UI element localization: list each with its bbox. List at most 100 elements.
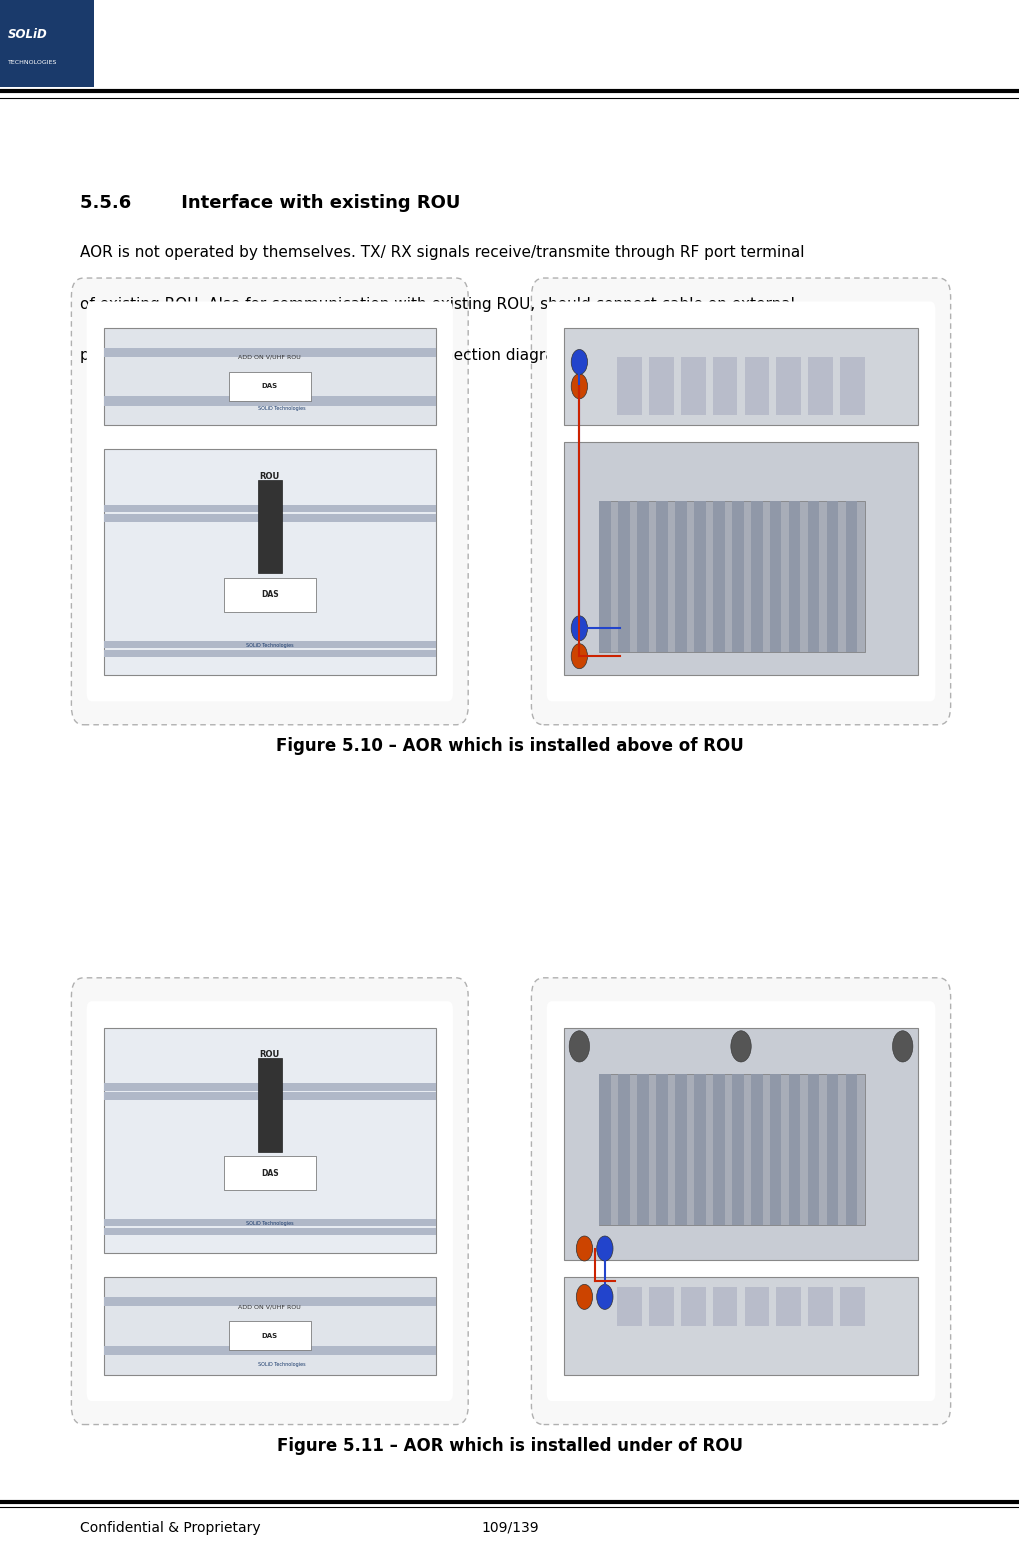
Circle shape [571, 644, 587, 669]
Bar [104, 1028, 435, 1253]
Bar [104, 514, 435, 522]
Bar [807, 1287, 833, 1326]
Bar [826, 500, 838, 651]
Bar [104, 650, 435, 656]
Bar [224, 1156, 316, 1190]
Bar [712, 1075, 723, 1225]
Bar [807, 1075, 818, 1225]
Bar [840, 1287, 864, 1326]
Bar [257, 1057, 281, 1151]
Bar [648, 1287, 674, 1326]
Bar [775, 358, 800, 415]
Bar [104, 505, 435, 512]
Text: Confidential & Proprietary: Confidential & Proprietary [79, 1521, 260, 1534]
Bar [807, 358, 833, 415]
FancyBboxPatch shape [71, 278, 468, 725]
Text: Figure 5.11 – AOR which is installed under of ROU: Figure 5.11 – AOR which is installed und… [277, 1437, 742, 1456]
Bar [845, 500, 857, 651]
Circle shape [576, 1284, 592, 1309]
Bar [750, 1075, 762, 1225]
Bar [599, 500, 864, 651]
Bar [104, 1092, 435, 1100]
Text: Figure 5.10 – AOR which is installed above of ROU: Figure 5.10 – AOR which is installed abo… [276, 737, 743, 756]
Bar [789, 1075, 800, 1225]
Bar [637, 1075, 648, 1225]
Text: DAS: DAS [262, 383, 277, 389]
Bar [732, 500, 743, 651]
Text: AOR is not operated by themselves. TX/ RX signals receive/transmite through RF p: AOR is not operated by themselves. TX/ R… [79, 245, 803, 261]
Circle shape [571, 350, 587, 375]
Circle shape [892, 1031, 912, 1062]
Text: TECHNOLOGIES: TECHNOLOGIES [8, 59, 57, 66]
Bar [789, 500, 800, 651]
Text: SOLiD Technologies: SOLiD Technologies [246, 644, 293, 648]
Bar [104, 1082, 435, 1090]
Bar [257, 480, 281, 573]
Bar [637, 500, 648, 651]
Bar [229, 1321, 311, 1350]
Text: ADD ON V/UHF ROU: ADD ON V/UHF ROU [238, 1304, 301, 1309]
Circle shape [569, 1031, 589, 1062]
Text: DAS: DAS [261, 1168, 278, 1178]
Bar [655, 1075, 667, 1225]
Bar [224, 578, 316, 612]
Bar [104, 1296, 435, 1306]
Bar [769, 1075, 781, 1225]
Bar [826, 1075, 838, 1225]
Circle shape [576, 1236, 592, 1261]
Circle shape [596, 1236, 612, 1261]
Bar [599, 1075, 610, 1225]
Bar [104, 450, 435, 675]
FancyBboxPatch shape [531, 978, 950, 1425]
Bar [104, 640, 435, 648]
Text: SOLiD: SOLiD [8, 28, 48, 41]
Bar [104, 1278, 435, 1375]
Bar [564, 328, 917, 425]
Bar [618, 1075, 629, 1225]
Text: 5.5.6        Interface with existing ROU: 5.5.6 Interface with existing ROU [79, 194, 460, 212]
Bar [104, 1345, 435, 1354]
Bar [675, 1075, 686, 1225]
Bar [681, 358, 705, 415]
Bar [0, 0, 94, 87]
Text: of existing ROU. Also for communication with existing ROU, should connect cable : of existing ROU. Also for communication … [79, 297, 794, 312]
Bar [104, 397, 435, 406]
Bar [712, 500, 723, 651]
FancyBboxPatch shape [531, 278, 950, 725]
Bar [840, 358, 864, 415]
Bar [675, 500, 686, 651]
Text: SOLiD Technologies: SOLiD Technologies [258, 1362, 306, 1367]
Circle shape [596, 1284, 612, 1309]
FancyBboxPatch shape [87, 301, 452, 701]
Circle shape [571, 373, 587, 398]
Bar [104, 328, 435, 425]
Circle shape [571, 615, 587, 640]
Bar [769, 500, 781, 651]
Bar [694, 1075, 705, 1225]
Bar [616, 1287, 641, 1326]
Text: SOLiD Technologies: SOLiD Technologies [258, 406, 306, 411]
Bar [618, 500, 629, 651]
Text: ADD ON V/UHF ROU: ADD ON V/UHF ROU [238, 355, 301, 359]
Bar [648, 358, 674, 415]
Bar [599, 500, 610, 651]
Text: ROU: ROU [260, 472, 279, 481]
FancyBboxPatch shape [546, 1001, 934, 1401]
Bar [712, 358, 737, 415]
Bar [807, 500, 818, 651]
Bar [564, 1278, 917, 1375]
Bar [599, 1075, 864, 1225]
Bar [744, 1287, 768, 1326]
FancyBboxPatch shape [546, 301, 934, 701]
Circle shape [730, 1031, 751, 1062]
Bar [775, 1287, 800, 1326]
Text: DAS: DAS [262, 1332, 277, 1339]
Bar [712, 1287, 737, 1326]
Bar [655, 500, 667, 651]
Bar [616, 358, 641, 415]
Bar [845, 1075, 857, 1225]
Bar [564, 1028, 917, 1261]
Text: DAS: DAS [261, 590, 278, 600]
Bar [229, 372, 311, 401]
Text: ROU: ROU [260, 1050, 279, 1059]
